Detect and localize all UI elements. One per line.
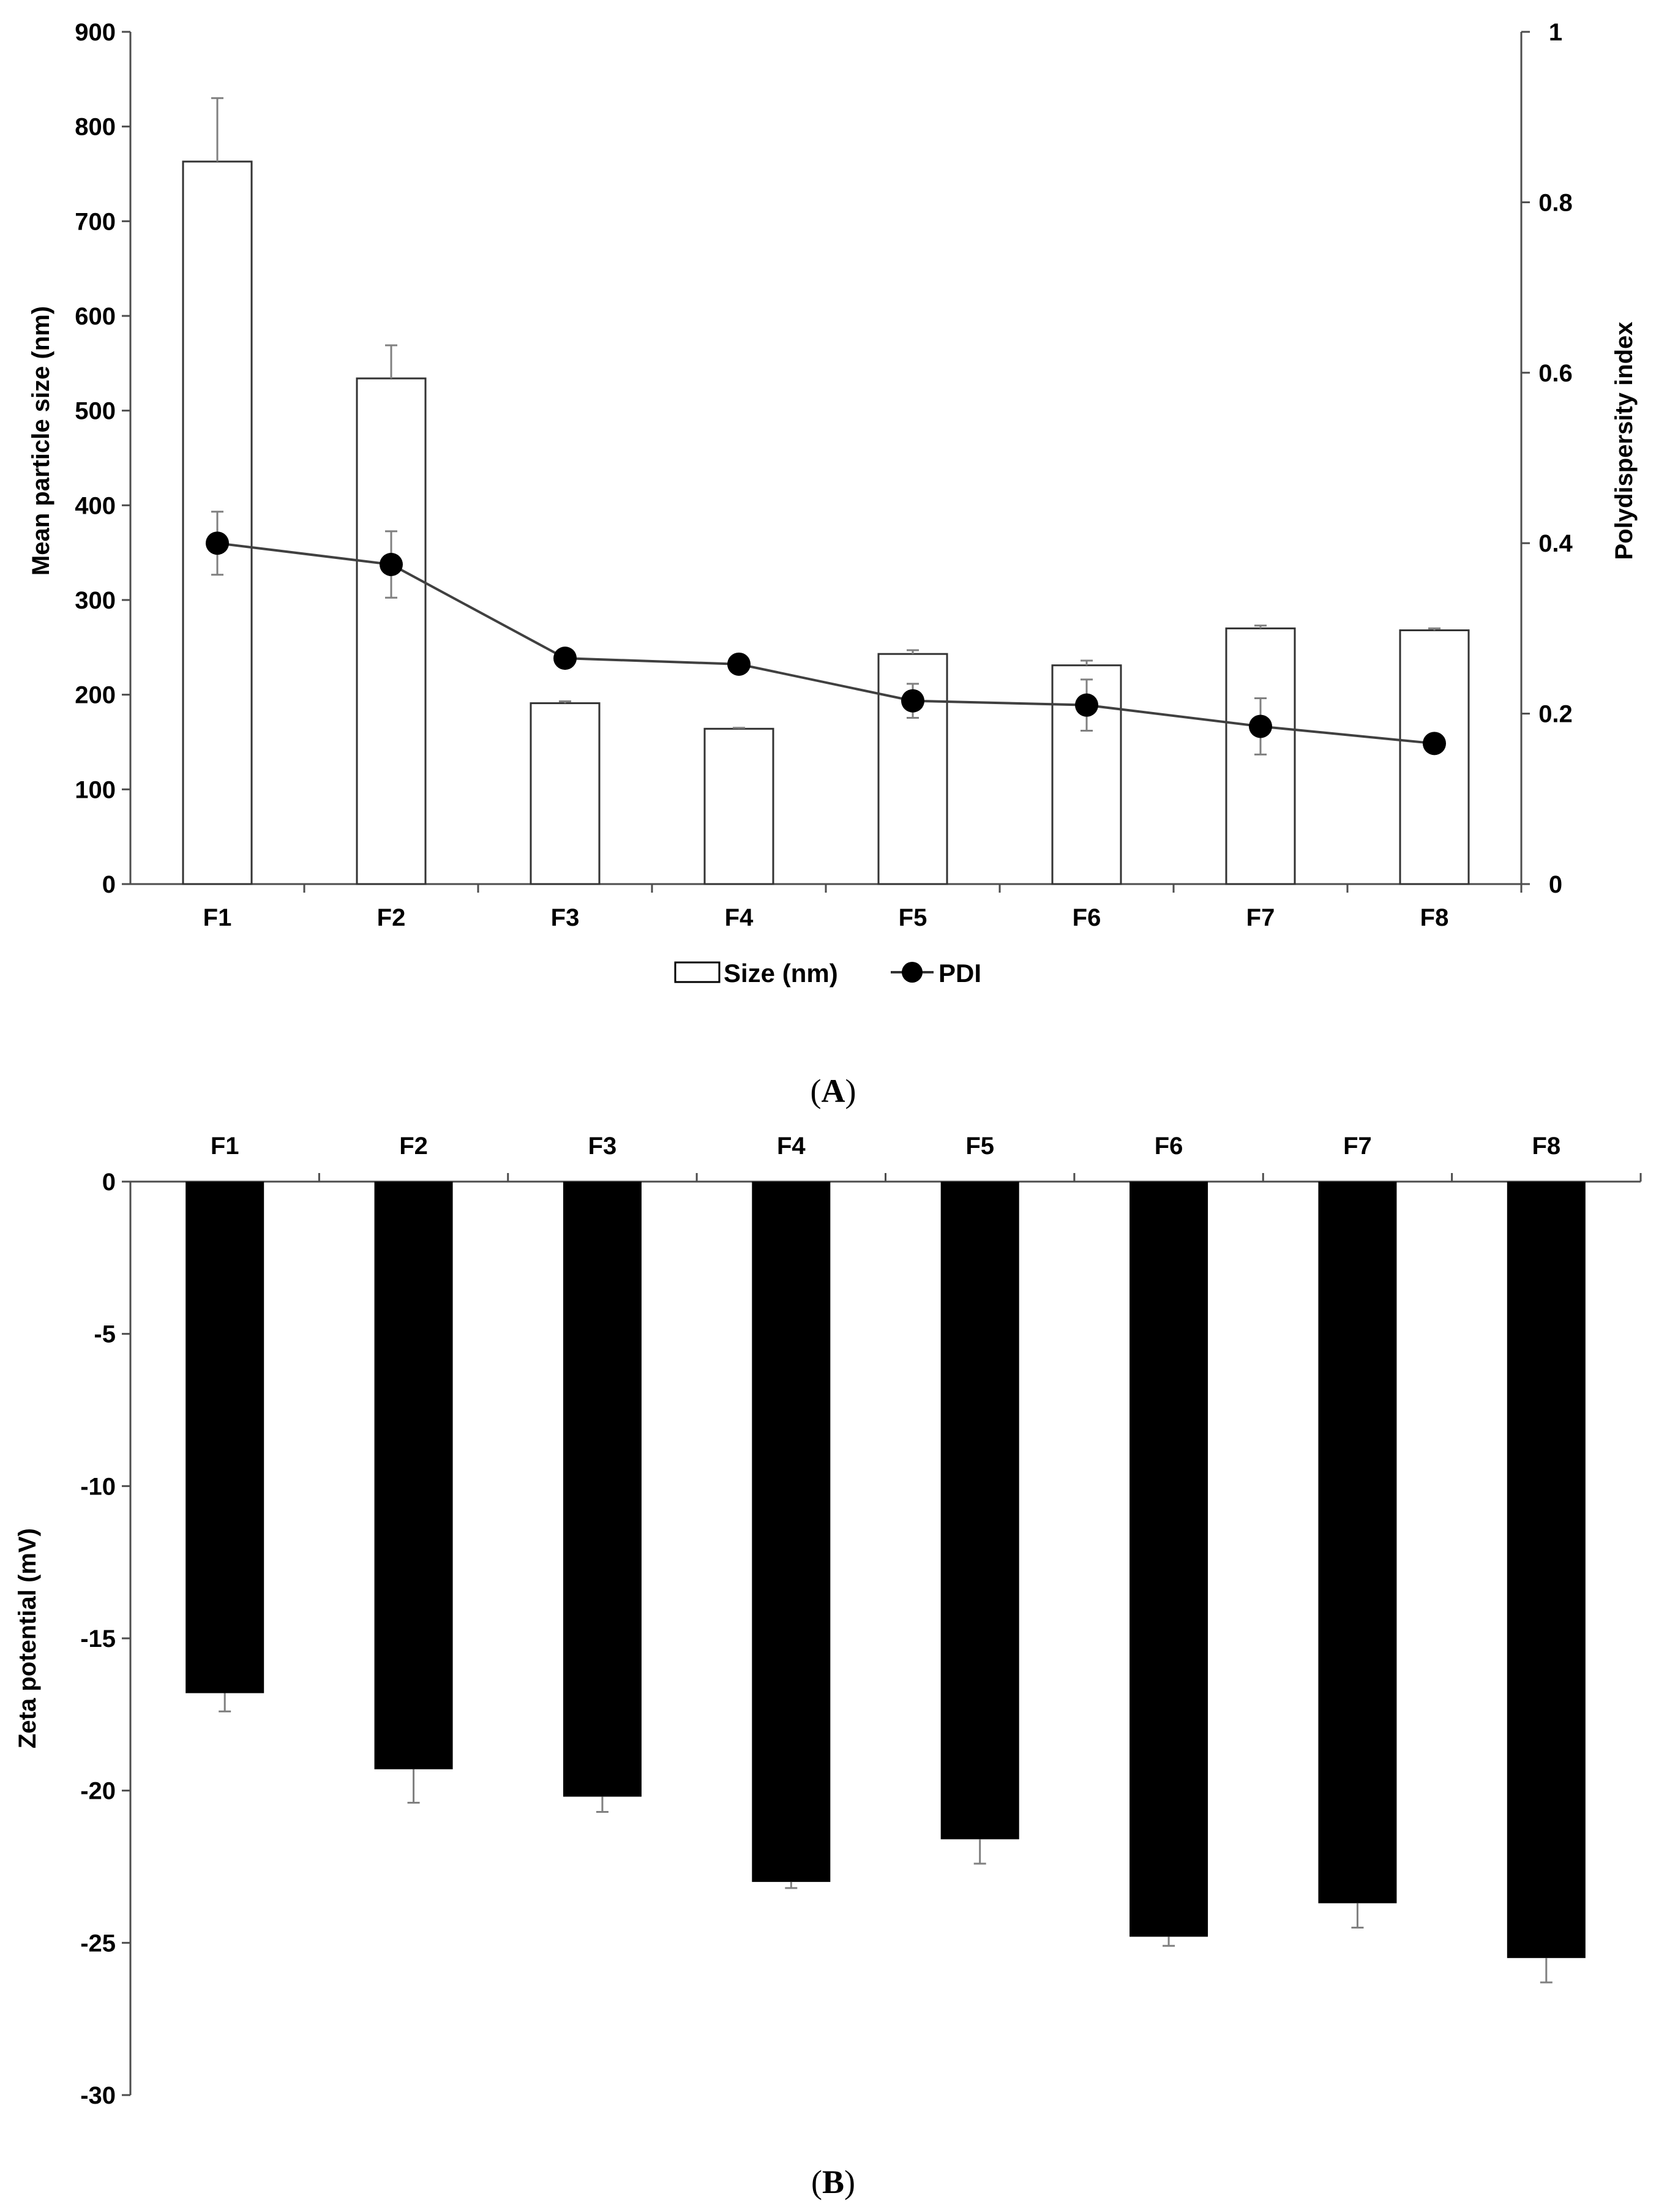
b-y-tick-label: -15 (80, 1625, 116, 1652)
b-y-tick-label: -25 (80, 1930, 116, 1957)
a-pdi-point (727, 652, 751, 676)
a-x-tick-label: F1 (203, 904, 232, 931)
b-zeta-bar (940, 1182, 1019, 1840)
a-bars (182, 97, 1470, 885)
a-size-bar (703, 727, 774, 885)
a-x-tick-label: F4 (725, 904, 754, 931)
a-panel-label-open: ( (811, 1073, 822, 1109)
b-y-tick-label: 0 (102, 1169, 116, 1196)
b-y-tick-label: -30 (80, 2082, 116, 2109)
a-legend-size-label: Size (nm) (724, 959, 838, 988)
a-x-tick-label: F3 (551, 904, 580, 931)
a-pdi-point (1075, 693, 1098, 717)
b-zeta-bar (1318, 1182, 1397, 1903)
a-panel-label-close: ) (845, 1073, 856, 1109)
a-size-bar (356, 377, 427, 885)
b-x-tick-label: F6 (1155, 1133, 1183, 1160)
a-left-tick-labels: 0 100 200 300 400 500 600 700 800 900 (75, 19, 116, 898)
a-x-tick-label: F6 (1073, 904, 1101, 931)
a-pdi-point (553, 647, 577, 670)
a-left-tick-label: 300 (75, 587, 116, 614)
a-right-tick-label: 1 (1549, 19, 1562, 46)
a-pdi-series (206, 511, 1446, 755)
b-panel-label-letter: B (822, 2164, 844, 2200)
a-left-tick-label: 400 (75, 492, 116, 519)
b-x-tick-label: F7 (1343, 1133, 1372, 1160)
a-x-tick-labels: F1 F2 F3 F4 F5 F6 F7 F8 (203, 904, 1449, 931)
a-y2-axis-title: Polydispersity index (1611, 321, 1638, 560)
a-left-tick-label: 800 (75, 114, 116, 141)
a-size-bar (530, 702, 601, 885)
a-right-tick-label: 0.6 (1538, 360, 1573, 387)
a-pdi-line (217, 542, 1435, 745)
b-panel-label-open: ( (811, 2164, 822, 2200)
a-left-tick-label: 0 (102, 871, 116, 898)
b-x-tick-label: F8 (1532, 1133, 1560, 1160)
b-zeta-bar (1507, 1182, 1586, 1959)
a-x-tick-label: F2 (377, 904, 406, 931)
a-panel-label: (A) (811, 1073, 856, 1109)
a-x-tick-label: F5 (899, 904, 927, 931)
a-right-tick-label: 0.8 (1538, 189, 1573, 216)
a-x-tick-label: F7 (1246, 904, 1275, 931)
b-zeta-bar (185, 1182, 264, 1693)
b-y-tick-labels: 0 -5 -10 -15 -20 -25 -30 (80, 1169, 116, 2109)
a-legend: Size (nm) PDI (674, 959, 981, 988)
a-legend-pdi-label: PDI (938, 959, 981, 988)
b-x-tick-label: F5 (965, 1133, 994, 1160)
b-x-tick-label: F4 (777, 1133, 806, 1160)
a-right-tick-label: 0 (1549, 871, 1562, 898)
a-right-tick-labels: 0 0.2 0.4 0.6 0.8 1 (1538, 19, 1573, 898)
chart-b: 0 -5 -10 -15 -20 -25 -30 F1 F2 F3 F4 F5 F6 F7 F8 Zeta… (14, 1133, 1642, 2200)
a-pdi-point (1249, 714, 1272, 738)
a-legend-pdi-marker (902, 962, 923, 983)
a-left-tick-label: 200 (75, 682, 116, 709)
b-panel-label: (B) (811, 2164, 855, 2200)
a-left-tick-label: 900 (75, 19, 116, 46)
a-legend-size-swatch (674, 961, 721, 983)
a-y-axis-title: Mean particle size (nm) (28, 306, 54, 575)
a-panel-label-letter: A (822, 1073, 845, 1109)
a-pdi-point (1423, 732, 1446, 755)
b-bars (185, 1182, 1586, 1984)
a-pdi-point (901, 689, 924, 713)
a-x-tick-label: F8 (1420, 904, 1449, 931)
a-size-bar (1225, 627, 1296, 885)
b-zeta-bar (563, 1182, 642, 1797)
a-left-tick-label: 500 (75, 398, 116, 425)
b-y-tick-label: -5 (94, 1321, 116, 1348)
b-zeta-bar (752, 1182, 831, 1882)
a-right-tick-label: 0.2 (1538, 701, 1573, 728)
a-left-tick-label: 700 (75, 208, 116, 235)
b-x-tick-label: F1 (211, 1133, 239, 1160)
b-y-tick-label: -10 (80, 1473, 116, 1500)
a-left-tick-label: 600 (75, 303, 116, 330)
b-x-tick-labels: F1 F2 F3 F4 F5 F6 F7 F8 (211, 1133, 1560, 1160)
a-pdi-point (380, 553, 403, 576)
a-size-bar (1399, 629, 1470, 885)
a-right-tick-label: 0.4 (1538, 530, 1573, 557)
b-y-tick-label: -20 (80, 1778, 116, 1805)
b-panel-label-close: ) (844, 2164, 855, 2200)
a-left-tick-label: 100 (75, 776, 116, 803)
b-zeta-bar (1129, 1182, 1208, 1937)
b-x-tick-label: F2 (399, 1133, 428, 1160)
b-y-axis-title: Zeta potential (mV) (14, 1528, 41, 1749)
b-zeta-bar (374, 1182, 453, 1769)
a-pdi-point (206, 531, 229, 555)
b-x-tick-label: F3 (588, 1133, 617, 1160)
